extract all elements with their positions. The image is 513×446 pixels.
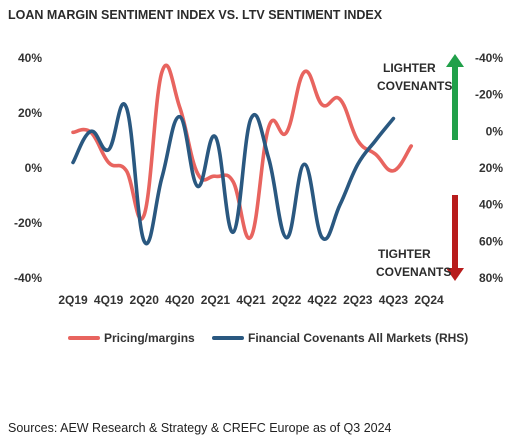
lighter-arrow <box>446 54 464 140</box>
legend-label-covenants: Financial Covenants All Markets (RHS) <box>248 331 468 345</box>
x-tick-label: 4Q19 <box>94 293 124 307</box>
tighter-label-1: TIGHTER <box>378 247 431 261</box>
tighter-arrow <box>446 195 464 281</box>
x-axis: 2Q19 4Q19 2Q20 4Q20 2Q21 4Q21 2Q22 4Q22 2Q23 4Q23… <box>58 293 444 307</box>
right-tick-label: 20% <box>479 161 503 175</box>
right-tick-label: 60% <box>479 234 503 248</box>
right-axis: -40% -20% 0% 20% 40% 60% 80% <box>475 51 503 285</box>
left-tick-label: -40% <box>14 271 42 285</box>
legend: Pricing/margins Financial Covenants All … <box>68 331 468 345</box>
x-tick-label: 2Q23 <box>343 293 373 307</box>
source-note: Sources: AEW Research & Strategy & CREFC… <box>8 421 392 435</box>
x-tick-label: 4Q21 <box>236 293 266 307</box>
x-tick-label: 2Q19 <box>58 293 88 307</box>
right-tick-label: -40% <box>475 51 503 65</box>
series-line-covenants <box>71 102 396 246</box>
x-tick-label: 4Q23 <box>379 293 409 307</box>
x-tick-label: 4Q20 <box>165 293 195 307</box>
right-tick-label: 40% <box>479 198 503 212</box>
x-tick-label: 2Q20 <box>130 293 160 307</box>
lighter-label-2: COVENANTS <box>377 79 452 93</box>
left-tick-label: 0% <box>25 161 43 175</box>
left-tick-label: -20% <box>14 216 42 230</box>
series-line-pricing <box>71 63 413 241</box>
legend-label-pricing: Pricing/margins <box>104 331 195 345</box>
tighter-label-2: COVENANTS <box>376 265 451 279</box>
lighter-label-1: LIGHTER <box>383 61 436 75</box>
x-tick-label: 2Q22 <box>272 293 302 307</box>
series-group <box>71 63 413 246</box>
x-tick-label: 2Q21 <box>201 293 231 307</box>
chart-title: LOAN MARGIN SENTIMENT INDEX VS. LTV SENT… <box>8 8 383 22</box>
x-tick-label: 4Q22 <box>308 293 338 307</box>
left-tick-label: 20% <box>18 106 42 120</box>
right-tick-label: -20% <box>475 88 503 102</box>
x-tick-label: 2Q24 <box>414 293 444 307</box>
left-axis: 40% 20% 0% -20% -40% <box>14 51 42 285</box>
right-tick-label: 80% <box>479 271 503 285</box>
right-tick-label: 0% <box>486 124 504 138</box>
left-tick-label: 40% <box>18 51 42 65</box>
